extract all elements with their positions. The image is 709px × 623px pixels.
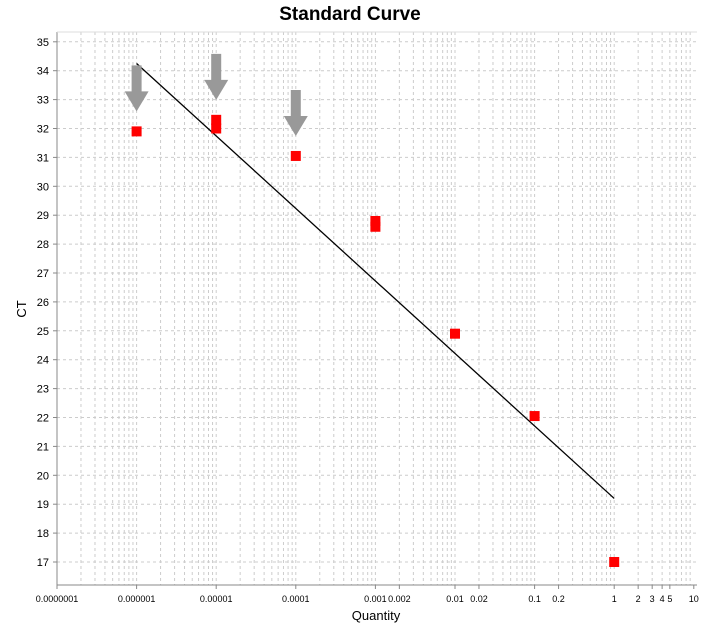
x-tick-label: 4 <box>660 594 665 604</box>
x-tick-label: 0.00001 <box>200 594 233 604</box>
y-tick-label: 30 <box>37 181 49 193</box>
x-tick-label: 5 <box>667 594 672 604</box>
data-point <box>529 411 540 422</box>
axes <box>53 31 697 589</box>
x-tick-label: 1 <box>612 594 617 604</box>
x-tick-label: 0.01 <box>446 594 464 604</box>
data-marks <box>124 53 620 567</box>
y-tick-label: 32 <box>37 124 49 136</box>
x-tick-label: 0.02 <box>470 594 488 604</box>
y-tick-label: 34 <box>37 66 49 78</box>
grid <box>57 32 697 585</box>
x-tick-label: 0.1 <box>528 594 541 604</box>
chart-title: Standard Curve <box>279 4 420 25</box>
arrow-down-icon <box>124 65 149 112</box>
x-tick-label: 0.002 <box>388 594 411 604</box>
data-point <box>211 123 222 134</box>
x-tick-label: 2 <box>636 594 641 604</box>
data-point <box>211 114 222 125</box>
x-tick-label: 0.2 <box>552 594 565 604</box>
data-point <box>131 126 142 137</box>
y-tick-label: 33 <box>37 95 49 107</box>
y-tick-label: 19 <box>37 499 49 511</box>
x-tick-label: 3 <box>650 594 655 604</box>
x-tick-label: 0.000001 <box>118 594 156 604</box>
x-tick-label: 0.0000001 <box>36 594 79 604</box>
data-point <box>370 215 381 226</box>
y-tick-label: 26 <box>37 297 49 309</box>
y-tick-label: 22 <box>37 413 49 425</box>
tick-labels: 171819202122232425262728293031323334350.… <box>36 37 699 604</box>
data-point <box>370 221 381 232</box>
arrow-down-icon <box>283 89 308 136</box>
data-point <box>450 328 460 339</box>
y-tick-label: 35 <box>37 37 49 49</box>
y-tick-label: 21 <box>37 441 49 453</box>
x-tick-label: 0.001 <box>364 594 387 604</box>
y-tick-label: 17 <box>37 557 49 569</box>
x-tick-label: 10 <box>689 594 699 604</box>
y-tick-label: 18 <box>37 528 49 540</box>
y-tick-label: 27 <box>37 268 49 280</box>
x-axis-label: Quantity <box>352 608 401 623</box>
fit-line <box>136 62 615 499</box>
y-axis-label: CT <box>14 300 29 317</box>
y-tick-label: 25 <box>37 326 49 338</box>
arrow-down-icon <box>204 53 229 100</box>
data-point <box>290 150 301 161</box>
data-point <box>609 557 620 567</box>
y-tick-label: 28 <box>37 239 49 251</box>
y-tick-label: 23 <box>37 384 49 396</box>
y-tick-label: 29 <box>37 210 49 222</box>
y-tick-label: 31 <box>37 152 49 164</box>
x-tick-label: 0.0001 <box>282 594 310 604</box>
y-tick-label: 24 <box>37 355 49 367</box>
y-tick-label: 20 <box>37 470 49 482</box>
